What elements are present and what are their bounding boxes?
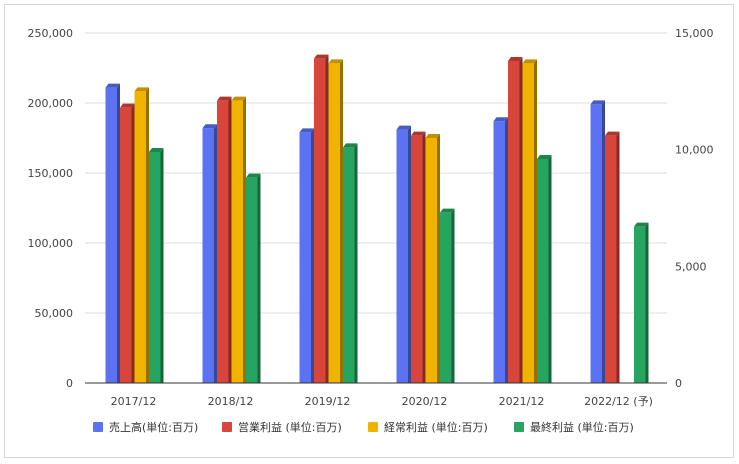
- bar-side: [519, 57, 523, 383]
- y-left-tick-label: 200,000: [28, 97, 74, 110]
- bar-top: [314, 54, 329, 59]
- bar-top: [493, 117, 508, 122]
- bar-top: [231, 96, 246, 101]
- y-left-tick-label: 100,000: [28, 237, 74, 250]
- bar: [217, 100, 229, 384]
- bar: [411, 135, 423, 383]
- bar-top: [522, 59, 537, 64]
- bar-top: [328, 59, 343, 64]
- bar-side: [534, 59, 537, 383]
- bar: [634, 226, 646, 383]
- bar-top: [440, 208, 455, 213]
- bar: [537, 159, 549, 383]
- bar: [522, 63, 534, 383]
- bar-side: [325, 54, 329, 384]
- legend-swatch: [222, 422, 232, 432]
- bar: [231, 100, 243, 384]
- y-right-tick-label: 10,000: [675, 144, 714, 157]
- bar-side: [311, 128, 314, 383]
- bar: [246, 177, 258, 383]
- bar-side: [146, 87, 149, 383]
- y-right-tick-label: 0: [675, 377, 682, 390]
- y-left-tick-label: 250,000: [28, 27, 74, 40]
- legend-swatch: [514, 422, 524, 432]
- bar-side: [340, 59, 343, 383]
- bar-side: [451, 208, 455, 383]
- bar-side: [408, 125, 411, 383]
- bar-side: [257, 173, 261, 383]
- bar-side: [131, 103, 135, 384]
- bar-top: [590, 100, 605, 105]
- legend-swatch: [368, 422, 378, 432]
- bar: [134, 91, 146, 383]
- bar-side: [243, 96, 246, 384]
- bar-top: [149, 148, 164, 152]
- x-tick-label: 2020/12: [402, 395, 448, 408]
- bar-top: [508, 57, 523, 61]
- bar: [120, 107, 132, 384]
- bar: [343, 147, 355, 383]
- bar-top: [605, 131, 620, 136]
- x-tick-label: 2018/12: [208, 395, 254, 408]
- bar: [328, 63, 340, 383]
- bar-side: [117, 83, 120, 383]
- bar-top: [120, 103, 135, 108]
- bar-side: [505, 117, 508, 383]
- bar-side: [228, 96, 232, 384]
- bar: [105, 87, 117, 383]
- legend-label: 最終利益 (単位:百万): [530, 420, 634, 434]
- bar-side: [437, 134, 440, 383]
- bar-side: [214, 124, 217, 383]
- x-tick-label: 2022/12 (予): [584, 395, 653, 408]
- bar-top: [299, 128, 314, 133]
- bar: [493, 121, 505, 383]
- bar-side: [354, 143, 358, 383]
- bar: [605, 135, 617, 383]
- bar-side: [548, 155, 552, 383]
- bar-top: [537, 155, 552, 159]
- legend-label: 経常利益 (単位:百万): [384, 420, 488, 434]
- y-right-tick-label: 5,000: [675, 260, 707, 273]
- y-left-tick-label: 50,000: [35, 307, 74, 320]
- bar: [202, 128, 214, 383]
- bar: [149, 152, 161, 383]
- bar: [299, 132, 311, 383]
- bar: [440, 212, 452, 383]
- bar-top: [105, 83, 120, 88]
- bar-top: [134, 87, 149, 92]
- bar-side: [422, 131, 426, 383]
- bar: [396, 129, 408, 383]
- legend-label: 営業利益 (単位:百万): [238, 420, 342, 434]
- bar-top: [246, 173, 261, 178]
- bar-side: [160, 148, 164, 383]
- bar-side: [616, 131, 620, 383]
- bar-top: [396, 125, 411, 130]
- bar-side: [602, 100, 605, 384]
- x-tick-label: 2019/12: [305, 395, 351, 408]
- bar-top: [202, 124, 217, 129]
- y-left-tick-label: 0: [66, 377, 73, 390]
- legend-label: 売上高(単位:百万): [109, 420, 198, 434]
- bar-top: [425, 134, 440, 138]
- bar-top: [217, 96, 232, 101]
- bar-top: [343, 143, 358, 148]
- bar: [425, 138, 437, 383]
- bar: [508, 61, 520, 383]
- y-left-tick-label: 150,000: [28, 167, 74, 180]
- bar-side: [645, 222, 649, 383]
- bar-top: [411, 131, 426, 136]
- bar: [590, 104, 602, 384]
- x-tick-label: 2021/12: [499, 395, 545, 408]
- x-tick-label: 2017/12: [111, 395, 157, 408]
- bar: [314, 58, 326, 384]
- bar-top: [634, 222, 649, 227]
- y-right-tick-label: 15,000: [675, 27, 714, 40]
- legend-swatch: [93, 422, 103, 432]
